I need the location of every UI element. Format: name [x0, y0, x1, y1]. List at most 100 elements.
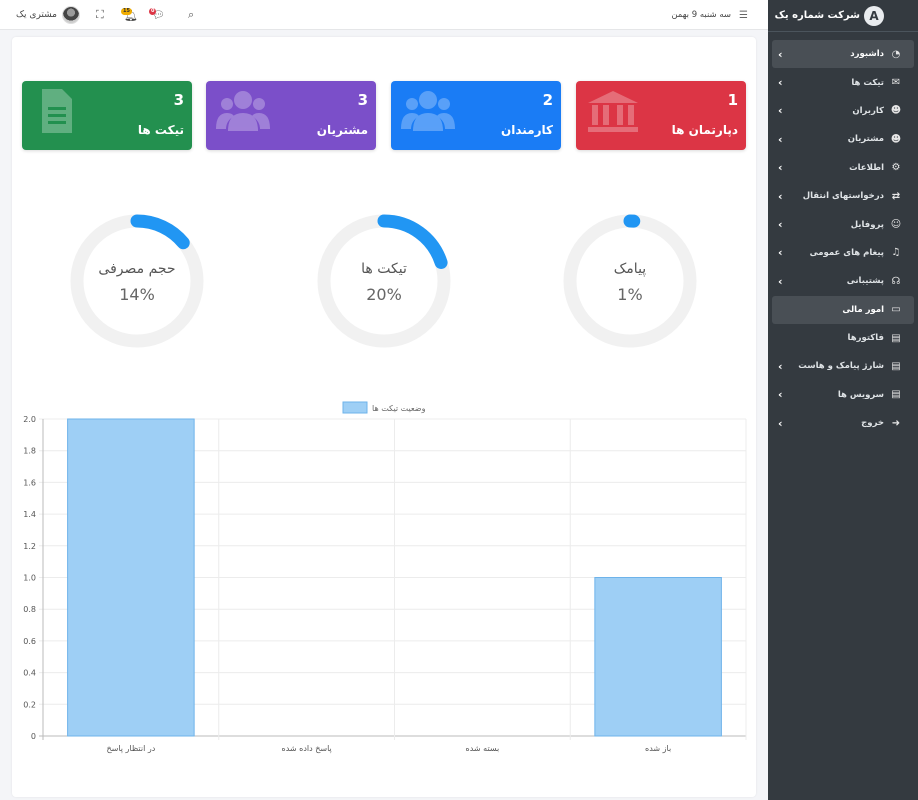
- stat-card-2[interactable]: 2 کارمندان: [391, 81, 561, 150]
- envelope-icon: ✉: [891, 77, 901, 89]
- chevron-left-icon: ‹: [778, 388, 783, 402]
- sidebar-item-6[interactable]: ⇄ درخواستهای انتقال ‹: [772, 182, 914, 210]
- chevron-left-icon: ‹: [778, 218, 783, 232]
- gauge-1: پیامک 1%: [562, 213, 698, 349]
- sidebar-item-7[interactable]: ☺ پروفایل ‹: [772, 210, 914, 238]
- gauge-percent: 20%: [366, 285, 402, 304]
- sidebar-item-label: مشتریان: [847, 134, 884, 145]
- money-icon: ▭: [891, 304, 901, 316]
- search-icon: ⌕: [188, 8, 195, 21]
- y-tick-label: 1.8: [23, 447, 36, 456]
- stat-value: 3: [173, 91, 184, 109]
- gauge-percent: 1%: [617, 285, 643, 304]
- chevron-left-icon: ‹: [778, 161, 783, 175]
- notification-badge: 15: [121, 8, 132, 15]
- sidebar-menu: ◔ داشبورد ‹ ✉ تیکت ها ‹ ☻ کاربران ‹ ☻ مشتریان ‹ ⚙ اطل…: [768, 32, 918, 437]
- y-tick-label: 0: [31, 732, 36, 741]
- hamburger-icon[interactable]: ☰: [739, 9, 748, 21]
- customers-icon: ☻: [890, 133, 902, 145]
- brand[interactable]: A شرکت شماره یک: [768, 0, 918, 32]
- topbar: مشتری یک ⛶ 🔔︎ 15 💬︎ 0 ⌕ سه شنبه 9 بهمن ☰: [0, 0, 768, 30]
- sidebar-item-8[interactable]: ♫ پیغام های عمومی ‹: [772, 239, 914, 267]
- dashboard-icon: ◔: [891, 48, 901, 60]
- sidebar-item-5[interactable]: ⚙ اطلاعات ‹: [772, 154, 914, 182]
- y-tick-label: 0.8: [23, 605, 36, 614]
- sidebar-item-10[interactable]: ▭ امور مالی: [772, 295, 914, 324]
- chevron-left-icon: ‹: [778, 47, 783, 61]
- brand-name: شرکت شماره یک: [774, 10, 860, 21]
- gauge-value-arc: [563, 214, 697, 348]
- user-icon: ☺: [890, 219, 902, 231]
- sidebar-item-1[interactable]: ◔ داشبورد ‹: [772, 40, 914, 69]
- gauge-percent: 14%: [119, 285, 155, 304]
- stat-card-3[interactable]: 3 مشتریان: [206, 81, 376, 150]
- file-text-icon: [32, 89, 86, 133]
- gauge-track: [563, 214, 697, 348]
- messages-badge: 0: [149, 8, 157, 15]
- sidebar-item-label: اطلاعات: [849, 162, 884, 173]
- chevron-left-icon: ‹: [778, 246, 783, 260]
- sidebar-item-4[interactable]: ☻ مشتریان ‹: [772, 125, 914, 153]
- y-tick-label: 2.0: [23, 415, 36, 424]
- chevron-left-icon: ‹: [778, 104, 783, 118]
- sidebar-item-2[interactable]: ✉ تیکت ها ‹: [772, 68, 914, 96]
- sidebar-item-11[interactable]: ▤ فاکتورها: [772, 324, 914, 352]
- notifications-button[interactable]: 🔔︎ 15: [121, 0, 138, 30]
- sidebar-item-13[interactable]: ▤ سرویس ها ‹: [772, 381, 914, 409]
- sidebar-item-label: تیکت ها: [851, 77, 884, 88]
- gauge-value-arc: [317, 214, 451, 348]
- stat-label: مشتریان: [316, 123, 368, 137]
- comments-icon: 💬︎: [152, 9, 165, 21]
- messages-button[interactable]: 💬︎ 0: [149, 0, 165, 30]
- y-tick-label: 0.6: [23, 637, 36, 646]
- sidebar-item-label: پشتیبانی: [846, 276, 884, 287]
- stat-card-4[interactable]: 3 تیکت ها: [22, 81, 192, 150]
- sidebar-item-label: پیغام های عمومی: [809, 247, 884, 258]
- x-tick-label: بسته شده: [466, 744, 500, 753]
- x-tick-label: باز شده: [645, 744, 671, 753]
- sidebar-item-3[interactable]: ☻ کاربران ‹: [772, 97, 914, 125]
- gauge-label: تیکت ها: [361, 261, 407, 277]
- exchange-icon: ⇄: [891, 190, 901, 202]
- sidebar-item-label: داشبورد: [850, 49, 884, 60]
- sidebar-item-label: سرویس ها: [837, 389, 884, 400]
- sidebar: A شرکت شماره یک ◔ داشبورد ‹ ✉ تیکت ها ‹ ☻ کاربر…: [768, 0, 918, 800]
- users-icon: [216, 89, 270, 133]
- sidebar-item-14[interactable]: ➜ خروج ‹: [772, 409, 914, 437]
- sidebar-item-label: فاکتورها: [847, 333, 884, 344]
- stat-value: 3: [357, 91, 368, 109]
- bar-4: [594, 577, 722, 737]
- legend-swatch: [342, 401, 368, 414]
- y-tick-label: 0.4: [23, 669, 36, 678]
- gauge-2: تیکت ها 20%: [316, 213, 452, 349]
- fullscreen-button[interactable]: ⛶: [96, 0, 104, 30]
- date-area: سه شنبه 9 بهمن ☰: [671, 0, 748, 30]
- brand-logo-icon: A: [864, 6, 884, 26]
- sidebar-item-12[interactable]: ▤ شارژ پیامک و هاست ‹: [772, 352, 914, 380]
- sidebar-item-label: کاربران: [852, 105, 884, 116]
- stat-label: تیکت ها: [137, 123, 184, 137]
- file-icon: ▤: [891, 360, 901, 372]
- y-tick-label: 1.4: [23, 510, 36, 519]
- stat-value: 1: [727, 91, 738, 109]
- chevron-left-icon: ‹: [778, 132, 783, 146]
- bell-icon: ♫: [891, 247, 901, 259]
- dashboard-content: 1 دپارتمان ها 2 کارمندان 3 مشتریان 3 تیکت ها پی…: [12, 37, 756, 797]
- sidebar-item-label: امور مالی: [842, 304, 884, 315]
- logout-icon: ➜: [891, 417, 901, 429]
- y-tick-label: 1.2: [23, 542, 36, 551]
- bank-icon: [586, 89, 640, 133]
- gear-icon: ⚙: [891, 162, 901, 174]
- bar-1: [67, 418, 195, 737]
- y-tick-label: 0.2: [23, 700, 36, 709]
- stat-card-1[interactable]: 1 دپارتمان ها: [576, 81, 746, 150]
- sidebar-item-label: پروفایل: [850, 219, 884, 230]
- user-menu[interactable]: مشتری یک: [16, 0, 80, 30]
- chevron-left-icon: ‹: [778, 274, 783, 288]
- chevron-left-icon: ‹: [778, 189, 783, 203]
- sidebar-item-label: شارژ پیامک و هاست: [798, 361, 884, 372]
- search-button[interactable]: ⌕: [188, 0, 194, 30]
- sidebar-item-9[interactable]: ☊ پشتیبانی ‹: [772, 267, 914, 295]
- expand-icon: ⛶: [96, 8, 104, 21]
- chevron-left-icon: ‹: [778, 416, 783, 430]
